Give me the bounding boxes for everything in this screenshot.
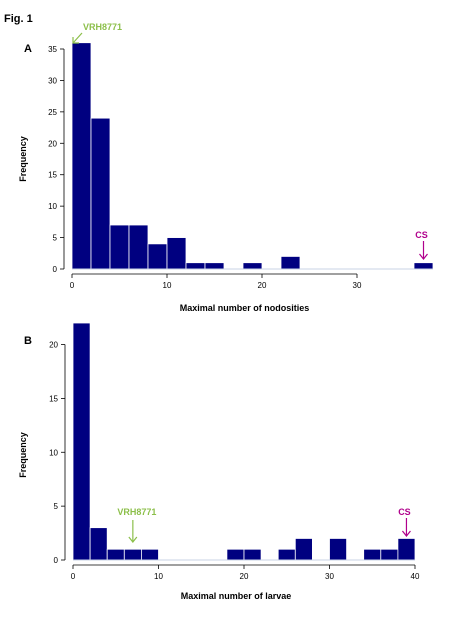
panel-a-y-tick-label-30: 30: [48, 76, 57, 85]
panel-b-annotation-vrh8771-label: VRH8771: [117, 507, 156, 517]
panel-a-annotation-vrh8771-label: VRH8771: [83, 22, 122, 32]
panel-a-y-axis-label: Frequency: [18, 136, 28, 182]
panel-a-y-tick-label-10: 10: [48, 202, 57, 211]
panel-b-x-tick-label-40: 40: [411, 572, 420, 581]
panel-a-x-tick-label-20: 20: [258, 281, 267, 290]
panel-b-x-axis-label: Maximal number of larvae: [181, 591, 292, 601]
panel-a-y-tick-label-5: 5: [53, 234, 58, 243]
panel-b-bar-6-8: [123, 548, 142, 561]
panel-a-x-tick-label-0: 0: [70, 281, 75, 290]
panel-a-bar-12-14: [185, 262, 206, 270]
panel-b-x-tick-label-0: 0: [71, 572, 76, 581]
panel-b-y-axis-label: Frequency: [18, 432, 28, 478]
chart-panel-a: A 0 5 10 15 20 25 30 35 0 10 20 30 Maximal number of …: [18, 22, 434, 313]
panel-b-bar-38-40: [397, 538, 416, 561]
panel-b-y-tick-label-0: 0: [54, 556, 59, 565]
panel-b-annotation-cs-label: CS: [398, 507, 411, 517]
panel-a-annotation-cs-label: CS: [415, 230, 428, 240]
figure-label: Fig. 1: [4, 13, 33, 25]
panel-b-y-tick-label-5: 5: [54, 502, 59, 511]
panel-a-annotation-cs-arrowhead: [419, 253, 428, 260]
panel-b-bar-34-36: [363, 548, 382, 561]
panel-a-letter: A: [24, 43, 32, 55]
panel-b-annotation-vrh8771-arrowhead: [128, 536, 138, 543]
panel-b-x-tick-label-10: 10: [154, 572, 163, 581]
panel-a-y-tick-label-20: 20: [48, 139, 57, 148]
panel-b-bar-24-26: [277, 548, 296, 561]
panel-a-bar-2-4: [90, 117, 111, 270]
panel-b-y-tick-label-10: 10: [49, 448, 58, 457]
panel-a-annotation-vrh8771-arrow: [72, 32, 83, 44]
panel-a-annotation-vrh8771-arrowhead: [72, 37, 79, 44]
panel-a-bar-4-6: [109, 224, 130, 270]
panel-a-x-tick-label-10: 10: [163, 281, 172, 290]
panel-a-bar-10-12: [166, 237, 187, 270]
panel-a-bar-22-24: [280, 256, 301, 270]
panel-a-y-tick-label-15: 15: [48, 171, 57, 180]
panel-a-bar-36-38: [413, 262, 434, 270]
panel-b-annotation-cs-arrowhead: [401, 530, 411, 537]
panel-b-x-tick-label-20: 20: [240, 572, 249, 581]
panel-b-bar-20-22: [243, 548, 262, 561]
chart-panel-b: B 0 5 10 15 20 0 10 20 30 40 Maximal number of larv…: [18, 322, 420, 601]
panel-a-y-tick-label-0: 0: [53, 265, 58, 274]
panel-b-bar-8-10: [140, 548, 159, 561]
panel-b-bar-26-28: [294, 538, 313, 561]
panel-b-bar-2-4: [89, 527, 108, 561]
panel-a-bar-8-10: [147, 243, 168, 270]
panel-b-bar-30-32: [329, 538, 348, 561]
panel-a-x-tick-label-30: 30: [353, 281, 362, 290]
panel-b-x-tick-label-30: 30: [325, 572, 334, 581]
panel-b-letter: B: [24, 335, 32, 347]
panel-a-bar-6-8: [128, 224, 149, 270]
panel-b-bar-18-20: [226, 548, 245, 561]
panel-a-bar-0-2: [71, 42, 92, 270]
panel-b-bar-4-6: [106, 548, 125, 561]
panel-a-y-tick-label-25: 25: [48, 108, 57, 117]
panel-a-bar-14-16: [204, 262, 225, 270]
panel-a-x-axis-label: Maximal number of nodosities: [180, 303, 310, 313]
panel-b-bar-0-2: [72, 322, 91, 561]
panel-b-y-tick-label-20: 20: [49, 341, 58, 350]
panel-a-y-tick-label-35: 35: [48, 45, 57, 54]
panel-b-bar-36-38: [380, 548, 399, 561]
panel-a-bar-18-20: [242, 262, 263, 270]
panel-b-y-tick-label-15: 15: [49, 394, 58, 403]
